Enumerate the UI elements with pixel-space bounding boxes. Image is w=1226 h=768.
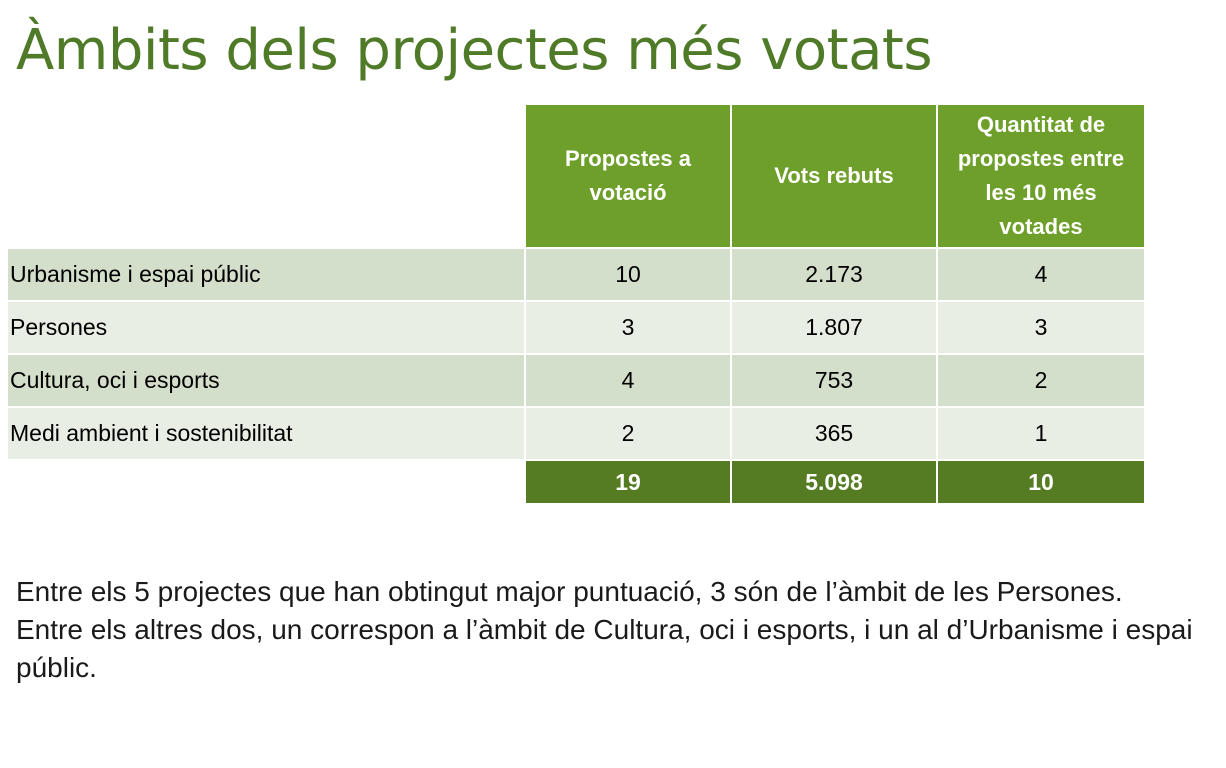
cell-propostes: 3 [526, 302, 730, 353]
total-vots: 5.098 [732, 461, 936, 503]
cell-quantitat: 3 [938, 302, 1144, 353]
projects-table: Propostes a votació Vots rebuts Quantita… [6, 103, 1146, 505]
header-quantitat: Quantitat de propostes entre les 10 més … [938, 105, 1144, 247]
header-propostes: Propostes a votació [526, 105, 730, 247]
total-quantitat: 10 [938, 461, 1144, 503]
page-title: Àmbits dels projectes més votats [16, 18, 933, 83]
table-row: Cultura, oci i esports 4 753 2 [8, 355, 1144, 406]
total-cell-empty [8, 461, 524, 503]
cell-quantitat: 1 [938, 408, 1144, 459]
total-propostes: 19 [526, 461, 730, 503]
row-label: Medi ambient i sostenibilitat [8, 408, 524, 459]
cell-propostes: 2 [526, 408, 730, 459]
header-cell-empty [8, 105, 524, 247]
table-row: Medi ambient i sostenibilitat 2 365 1 [8, 408, 1144, 459]
cell-quantitat: 4 [938, 249, 1144, 300]
cell-vots: 365 [732, 408, 936, 459]
row-label: Urbanisme i espai públic [8, 249, 524, 300]
cell-propostes: 4 [526, 355, 730, 406]
cell-quantitat: 2 [938, 355, 1144, 406]
summary-paragraph: Entre els 5 projectes que han obtingut m… [16, 576, 1193, 683]
cell-vots: 753 [732, 355, 936, 406]
row-label: Cultura, oci i esports [8, 355, 524, 406]
cell-propostes: 10 [526, 249, 730, 300]
row-label: Persones [8, 302, 524, 353]
total-row: 19 5.098 10 [8, 461, 1144, 503]
table-header-row: Propostes a votació Vots rebuts Quantita… [8, 105, 1144, 247]
cell-vots: 2.173 [732, 249, 936, 300]
table-row: Urbanisme i espai públic 10 2.173 4 [8, 249, 1144, 300]
header-vots: Vots rebuts [732, 105, 936, 247]
cell-vots: 1.807 [732, 302, 936, 353]
table-row: Persones 3 1.807 3 [8, 302, 1144, 353]
